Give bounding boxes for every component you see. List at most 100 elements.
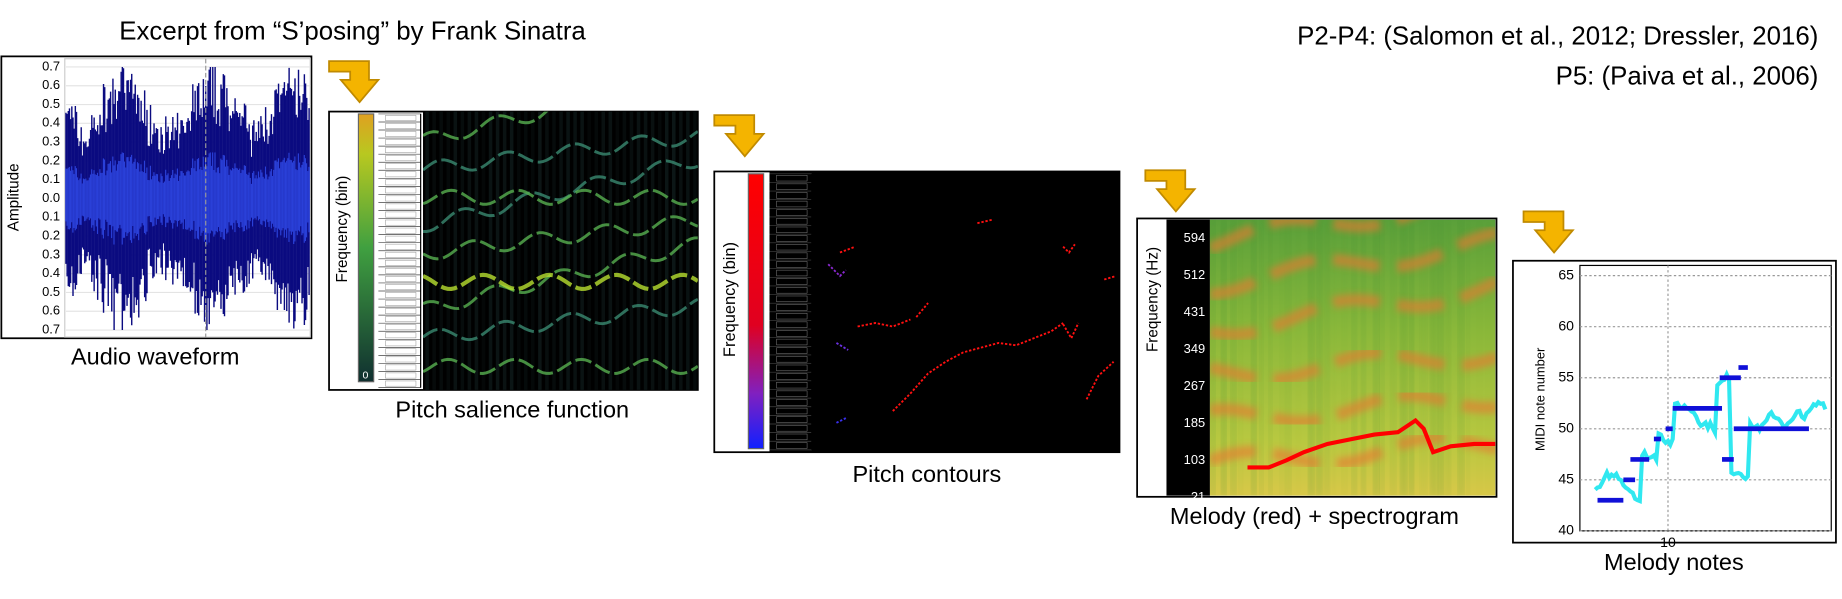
bin-box [776, 390, 808, 397]
bin-box [385, 308, 417, 314]
y-tick-label: 0.4 [42, 115, 60, 130]
stripe [622, 111, 627, 390]
band [1209, 276, 1496, 341]
stripe [573, 111, 577, 390]
bin-box [385, 332, 417, 339]
band [1209, 389, 1496, 428]
bin-box [776, 269, 808, 277]
contour [915, 302, 929, 318]
bin-box [385, 380, 417, 387]
contours-plot [769, 171, 1120, 453]
stripe [524, 111, 528, 390]
bin-box [385, 251, 417, 258]
bin-box [776, 338, 808, 346]
harmonic [423, 272, 698, 291]
caption: Melody (red) + spectrogram [1170, 503, 1459, 529]
stripe [1221, 219, 1227, 496]
y-tick-label: 594 [1184, 230, 1206, 245]
salience-map [423, 111, 698, 390]
band [1209, 347, 1496, 386]
bin-box [776, 356, 808, 363]
stripe [446, 111, 451, 390]
stripe [594, 111, 599, 390]
colorbar [357, 113, 375, 383]
contour [1085, 361, 1115, 400]
bin-box [385, 139, 417, 145]
bin-box [776, 261, 808, 268]
y-tick-label: 21 [1191, 489, 1205, 504]
bin-box [385, 147, 417, 153]
contour [836, 417, 847, 424]
stripe [1390, 219, 1396, 496]
y-tick-label: 185 [1184, 415, 1206, 430]
bin-box [385, 276, 417, 282]
bin-box [776, 287, 808, 294]
stripe [545, 111, 549, 390]
bin-box [385, 292, 417, 298]
harmonic [423, 130, 698, 172]
stripe [516, 111, 521, 390]
bin-box [776, 175, 808, 182]
y-tick-label: 0.0 [42, 190, 60, 205]
stripe [460, 111, 465, 390]
y-tick-label: 60 [1558, 317, 1574, 333]
contour [1062, 243, 1076, 254]
bin-box [385, 115, 417, 121]
bin-box [385, 340, 417, 347]
band [1209, 431, 1496, 470]
stripe [425, 111, 429, 390]
bin-box [776, 192, 808, 199]
stripe [439, 111, 443, 390]
colorbar-label: 0 [363, 370, 369, 382]
waveform: 0.7 0.6 0.5 0.4 0.3 0.2 0.1 0.0 0.1 0.2 0.3 0.4 0.5 0… [42, 58, 311, 338]
band [1209, 227, 1496, 301]
y-tick-label: 512 [1184, 267, 1206, 282]
bin-box [776, 399, 808, 406]
contour [835, 342, 849, 351]
freq-ticks: 594 512 431 349 267 185 103 21 [1184, 230, 1206, 504]
bin-box [385, 179, 417, 186]
stripe [1316, 219, 1323, 496]
stripe [1308, 219, 1315, 496]
y-tick-label: 55 [1558, 368, 1574, 384]
bin-box [776, 235, 808, 242]
stripe [474, 111, 479, 390]
harmonic [423, 297, 698, 342]
y-tick-label: 0.2 [42, 152, 60, 167]
bin-box [776, 200, 808, 208]
harmonic [423, 188, 698, 206]
stripe [629, 111, 634, 390]
bin-box [776, 330, 808, 337]
bin-box [385, 235, 417, 242]
bin-box [776, 364, 808, 372]
stripe [1438, 219, 1444, 496]
stripe [615, 111, 620, 390]
bin-box [776, 295, 808, 303]
bin-box [776, 313, 808, 320]
melody [1247, 417, 1496, 470]
stripe [1285, 219, 1292, 496]
bin-box [385, 364, 417, 371]
harmonic [423, 236, 698, 311]
stripe [1279, 219, 1285, 496]
stripe [559, 111, 563, 390]
bin-box [385, 300, 417, 306]
stripe [1445, 219, 1451, 496]
caption: Melody notes [1604, 549, 1744, 575]
bin-box [776, 442, 808, 449]
bin-box [385, 163, 417, 170]
y-tick-label: 0.1 [42, 209, 60, 224]
stripe [1230, 219, 1237, 496]
title: Excerpt from “S’posing” by Frank Sinatra [119, 18, 586, 46]
stripe [488, 111, 493, 390]
contour [892, 322, 1064, 412]
y-tick-label: 103 [1184, 452, 1206, 467]
salience-plot [423, 111, 698, 390]
bin-box [776, 433, 808, 441]
y-tick-label: 0.2 [42, 227, 60, 242]
arrow [328, 60, 381, 104]
bin-box [385, 348, 417, 355]
bin-box [385, 259, 417, 266]
bin-box [385, 195, 417, 202]
